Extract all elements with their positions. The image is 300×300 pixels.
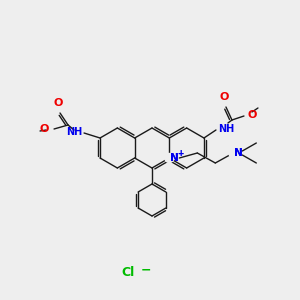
Text: N: N (234, 148, 243, 158)
Text: O: O (40, 124, 49, 134)
Text: N: N (170, 153, 179, 163)
Text: O: O (219, 92, 229, 102)
Circle shape (229, 148, 238, 158)
Text: N: N (234, 148, 243, 158)
Circle shape (165, 154, 174, 163)
Text: N: N (170, 153, 179, 163)
Text: +: + (177, 149, 183, 158)
Text: NH: NH (218, 124, 234, 134)
Text: Cl: Cl (122, 266, 135, 278)
Text: −: − (141, 263, 152, 277)
Text: NH: NH (66, 127, 82, 137)
Text: O: O (248, 110, 257, 120)
Text: +: + (177, 149, 183, 158)
Text: O: O (53, 98, 63, 108)
